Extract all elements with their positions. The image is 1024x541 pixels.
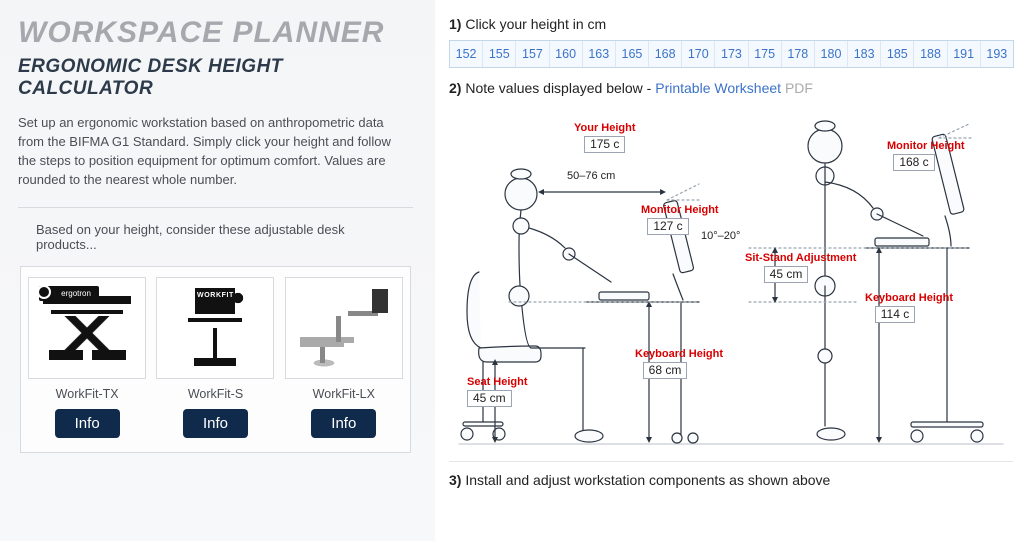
seat-height-readout: Seat Height 45 cm xyxy=(467,376,512,407)
divider xyxy=(18,207,413,208)
height-option[interactable]: 180 xyxy=(815,41,848,67)
step-text: Click your height in cm xyxy=(465,16,606,32)
product-name: WorkFit-S xyxy=(188,387,243,401)
height-option[interactable]: 155 xyxy=(483,41,516,67)
standing-keyboard-height-readout: Keyboard Height 114 c xyxy=(865,292,925,323)
height-option[interactable]: 188 xyxy=(914,41,947,67)
left-panel: WORKSPACE PLANNER ERGONOMIC DESK HEIGHT … xyxy=(0,0,435,541)
height-option[interactable]: 170 xyxy=(682,41,715,67)
height-selector: 1521551571601631651681701731751781801831… xyxy=(449,40,1014,68)
info-button[interactable]: Info xyxy=(55,409,120,438)
sitting-monitor-height-readout: Monitor Height 127 c xyxy=(641,204,695,235)
step-3: 3) Install and adjust workstation compon… xyxy=(449,472,1014,488)
product-thumbnail[interactable] xyxy=(28,277,146,379)
ergonomics-diagram: Your Height 175 c 50–76 cm Monitor Heigh… xyxy=(449,104,1013,462)
height-option[interactable]: 165 xyxy=(616,41,649,67)
step-1: 1) Click your height in cm xyxy=(449,16,1014,32)
product-name: WorkFit-LX xyxy=(313,387,375,401)
step-number: 2) xyxy=(449,80,461,96)
step-text: Note values displayed below - xyxy=(465,80,655,96)
your-height-readout: Your Height 175 c xyxy=(574,122,636,153)
seat-height-value: 45 cm xyxy=(467,390,512,408)
step-2: 2) Note values displayed below - Printab… xyxy=(449,80,1014,96)
standing-monitor-height-readout: Monitor Height 168 c xyxy=(887,140,941,171)
height-option[interactable]: 160 xyxy=(550,41,583,67)
sitting-monitor-height-value: 127 c xyxy=(647,218,688,236)
product-card: WorkFit-S Info xyxy=(155,277,275,438)
height-option[interactable]: 178 xyxy=(782,41,815,67)
printable-worksheet-link[interactable]: Printable Worksheet xyxy=(655,80,781,96)
page-title: WORKSPACE PLANNER xyxy=(18,18,413,48)
height-option[interactable]: 193 xyxy=(981,41,1013,67)
step-number: 3) xyxy=(449,472,461,488)
pdf-label: PDF xyxy=(785,80,813,96)
info-button[interactable]: Info xyxy=(311,409,376,438)
height-option[interactable]: 185 xyxy=(881,41,914,67)
sitting-keyboard-height-readout: Keyboard Height 68 cm xyxy=(635,348,695,379)
height-option[interactable]: 163 xyxy=(583,41,616,67)
step-text: Install and adjust workstation component… xyxy=(465,472,830,488)
height-option[interactable]: 152 xyxy=(450,41,483,67)
height-option[interactable]: 191 xyxy=(948,41,981,67)
right-panel: 1) Click your height in cm 1521551571601… xyxy=(435,0,1024,541)
height-option[interactable]: 175 xyxy=(749,41,782,67)
page-subtitle: ERGONOMIC DESK HEIGHT CALCULATOR xyxy=(18,56,413,100)
product-card: WorkFit-TX Info xyxy=(27,277,147,438)
height-option[interactable]: 183 xyxy=(848,41,881,67)
info-button[interactable]: Info xyxy=(183,409,248,438)
standing-monitor-height-value: 168 c xyxy=(893,154,934,172)
height-option[interactable]: 157 xyxy=(516,41,549,67)
product-thumbnail[interactable] xyxy=(285,277,403,379)
eye-distance-note: 50–76 cm xyxy=(567,170,615,182)
product-grid: WorkFit-TX Info WorkFit-S Info WorkFit-L… xyxy=(20,266,411,453)
standing-keyboard-height-value: 114 c xyxy=(875,306,915,324)
height-option[interactable]: 168 xyxy=(649,41,682,67)
your-height-value: 175 c xyxy=(584,136,625,154)
step-number: 1) xyxy=(449,16,461,32)
sit-stand-adjustment-readout: Sit-Stand Adjustment 45 cm xyxy=(745,252,827,283)
product-name: WorkFit-TX xyxy=(56,387,119,401)
intro-text: Set up an ergonomic workstation based on… xyxy=(18,114,413,189)
height-option[interactable]: 173 xyxy=(715,41,748,67)
sitting-keyboard-height-value: 68 cm xyxy=(643,362,688,380)
sit-stand-adjustment-value: 45 cm xyxy=(764,266,809,284)
product-thumbnail[interactable] xyxy=(156,277,274,379)
tilt-note: 10°–20° xyxy=(701,230,740,242)
recommendation-text: Based on your height, consider these adj… xyxy=(18,222,413,266)
product-card: WorkFit-LX Info xyxy=(284,277,404,438)
